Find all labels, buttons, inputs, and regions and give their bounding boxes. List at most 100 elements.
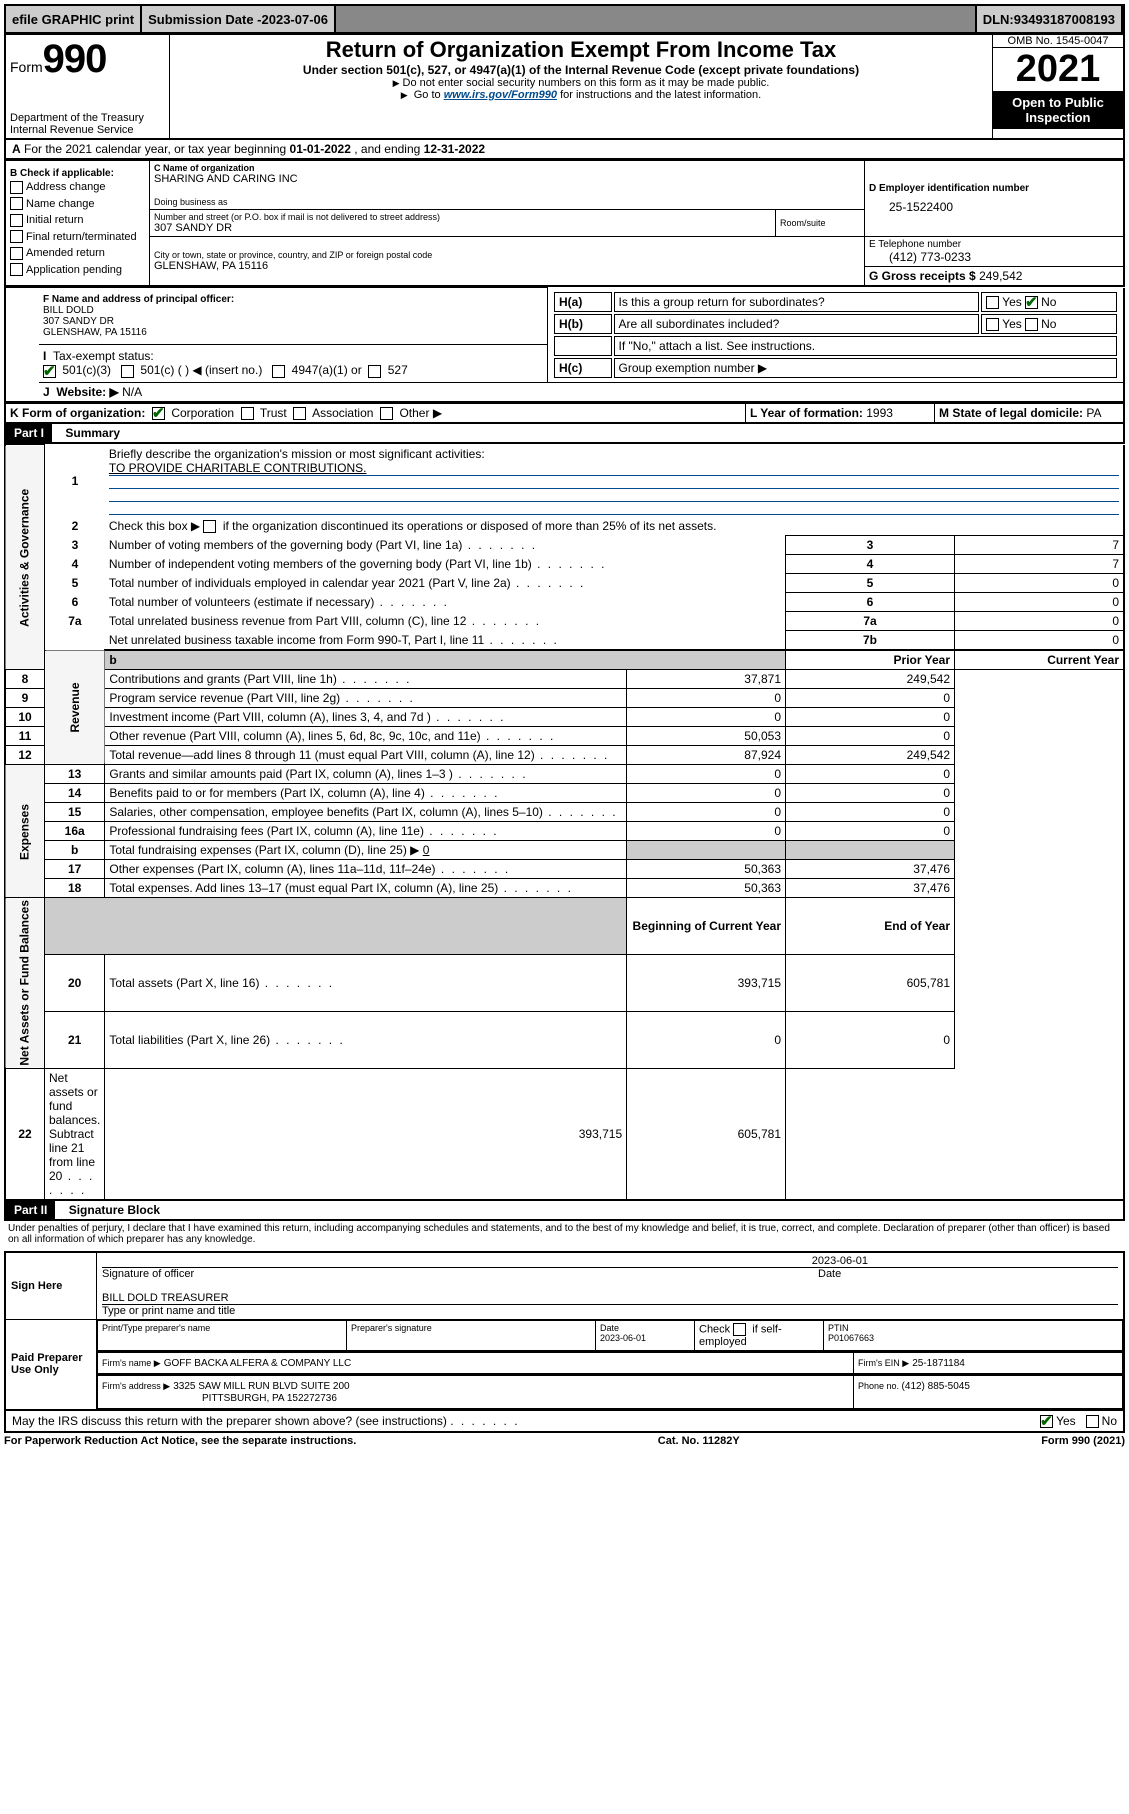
checkbox-amended-return[interactable] — [10, 247, 23, 260]
line-num: 6 — [45, 593, 105, 612]
i-label: Tax-exempt status: — [53, 349, 154, 363]
opt-4947a1: 4947(a)(1) or — [292, 363, 362, 377]
part-ii-header: Part II Signature Block — [4, 1201, 1125, 1221]
line-num: 16a — [45, 822, 105, 841]
part-ii-bar: Part II — [6, 1201, 55, 1219]
prior-value: 0 — [627, 689, 786, 708]
website-value: N/A — [122, 385, 142, 399]
discuss-yes-label: Yes — [1056, 1414, 1076, 1428]
checkbox-discontinued[interactable] — [203, 520, 216, 533]
line-num: 3 — [45, 536, 105, 555]
arrow-icon — [401, 89, 411, 101]
ptin-value: P01067663 — [828, 1333, 1118, 1343]
line-num: 17 — [45, 860, 105, 879]
checkbox-association[interactable] — [293, 407, 306, 420]
line-a-mid: , and ending — [354, 142, 423, 156]
checkbox-501c[interactable] — [121, 365, 134, 378]
sig-date-value: 2023-06-01 — [102, 1255, 1118, 1267]
officer-city: GLENSHAW, PA 15116 — [43, 327, 543, 338]
line-value: 7 — [955, 555, 1125, 574]
firm-addr1: 3325 SAW MILL RUN BLVD SUITE 200 — [173, 1381, 349, 1392]
checkbox-4947a1[interactable] — [272, 365, 285, 378]
phone-value: (412) 773-0233 — [869, 250, 1119, 264]
checkbox-ha-yes[interactable] — [986, 296, 999, 309]
hc-text: Group exemption number ▶ — [614, 358, 1117, 378]
line-num: 12 — [5, 746, 45, 765]
c-name-label: C Name of organization — [154, 163, 255, 173]
ha-no-label: No — [1041, 295, 1056, 309]
signature-block: Sign Here 2023-06-01 Signature of office… — [4, 1251, 1125, 1411]
line-num: 22 — [5, 1068, 45, 1200]
gross-receipts-value: 249,542 — [979, 269, 1022, 283]
line-text: Salaries, other compensation, employee b… — [105, 803, 627, 822]
header-block-fhijk: F Name and address of principal officer:… — [4, 287, 1125, 403]
checkbox-other[interactable] — [380, 407, 393, 420]
line-num: 21 — [45, 1012, 105, 1069]
checkbox-discuss-yes[interactable] — [1040, 1415, 1053, 1428]
current-value: 37,476 — [786, 879, 955, 898]
ha-label: H(a) — [559, 295, 582, 309]
checkbox-trust[interactable] — [241, 407, 254, 420]
k-label: K Form of organization: — [10, 406, 145, 420]
line-num: 14 — [45, 784, 105, 803]
line-text: Professional fundraising fees (Part IX, … — [105, 822, 627, 841]
opt-initial-return: Initial return — [26, 214, 83, 226]
prep-phone-value: (412) 885-5045 — [902, 1381, 970, 1392]
line-text: Total expenses. Add lines 13–17 (must eq… — [105, 879, 627, 898]
form-header: Form 990 Department of the Treasury Inte… — [4, 34, 1125, 140]
checkbox-initial-return[interactable] — [10, 214, 23, 227]
prior-value: 0 — [627, 1012, 786, 1069]
efile-print-button[interactable]: efile GRAPHIC print — [6, 6, 142, 32]
checkbox-application-pending[interactable] — [10, 263, 23, 276]
prep-phone-label: Phone no. — [858, 1381, 902, 1391]
checkbox-final-return[interactable] — [10, 230, 23, 243]
section-h: H(a) Is this a group return for subordin… — [548, 288, 1125, 383]
line-num: 9 — [5, 689, 45, 708]
opt-amended-return: Amended return — [26, 247, 105, 259]
hb-yes-label: Yes — [1002, 317, 1022, 331]
line-num: 8 — [5, 670, 45, 689]
f-label: F Name and address of principal officer: — [43, 294, 234, 305]
form-title: Return of Organization Exempt From Incom… — [174, 37, 988, 63]
dln-value: 93493187008193 — [1014, 12, 1115, 27]
checkbox-ha-no[interactable] — [1025, 296, 1038, 309]
checkbox-501c3[interactable] — [43, 365, 56, 378]
ha-text: Is this a group return for subordinates? — [614, 292, 980, 312]
hb-no-label: No — [1041, 317, 1056, 331]
q1-answer: TO PROVIDE CHARITABLE CONTRIBUTIONS. — [109, 461, 367, 475]
form-word: Form — [10, 59, 43, 75]
irs-link[interactable]: www.irs.gov/Form990 — [444, 89, 557, 101]
current-value: 0 — [786, 1012, 955, 1069]
submission-date-value: 2023-07-06 — [262, 12, 329, 27]
firm-ein-value: 25-1871184 — [912, 1358, 965, 1369]
section-i: I Tax-exempt status: 501(c)(3) 501(c) ( … — [39, 344, 548, 383]
prior-value: 393,715 — [627, 955, 786, 1012]
checkbox-527[interactable] — [368, 365, 381, 378]
line-num: 7a — [45, 612, 105, 631]
form-subtitle: Under section 501(c), 527, or 4947(a)(1)… — [174, 63, 988, 77]
checkbox-corporation[interactable] — [152, 407, 165, 420]
checkbox-self-employed[interactable] — [733, 1323, 746, 1336]
goto-suffix: for instructions and the latest informat… — [560, 89, 761, 101]
line-ref: 5 — [786, 574, 955, 593]
checkbox-hb-no[interactable] — [1025, 318, 1038, 331]
line-num: 4 — [45, 555, 105, 574]
line-ref: 7b — [786, 631, 955, 651]
line-16b-text: Total fundraising expenses (Part IX, col… — [109, 843, 419, 857]
year-formation: 1993 — [866, 406, 893, 420]
line-num: 13 — [45, 765, 105, 784]
e-label: E Telephone number — [869, 239, 1119, 250]
firm-addr-label: Firm's address ▶ — [102, 1381, 170, 1391]
line-num: 15 — [45, 803, 105, 822]
boy-header: Beginning of Current Year — [633, 919, 781, 933]
sig-date-label: Date — [818, 1268, 1118, 1280]
checkbox-hb-yes[interactable] — [986, 318, 999, 331]
checkbox-address-change[interactable] — [10, 181, 23, 194]
line-ref: 7a — [786, 612, 955, 631]
submission-date-label: Submission Date - — [148, 12, 261, 27]
perjury-declaration: Under penalties of perjury, I declare th… — [4, 1221, 1125, 1247]
d-label: D Employer identification number — [869, 183, 1029, 194]
prep-date-value: 2023-06-01 — [600, 1333, 690, 1343]
checkbox-name-change[interactable] — [10, 197, 23, 210]
checkbox-discuss-no[interactable] — [1086, 1415, 1099, 1428]
